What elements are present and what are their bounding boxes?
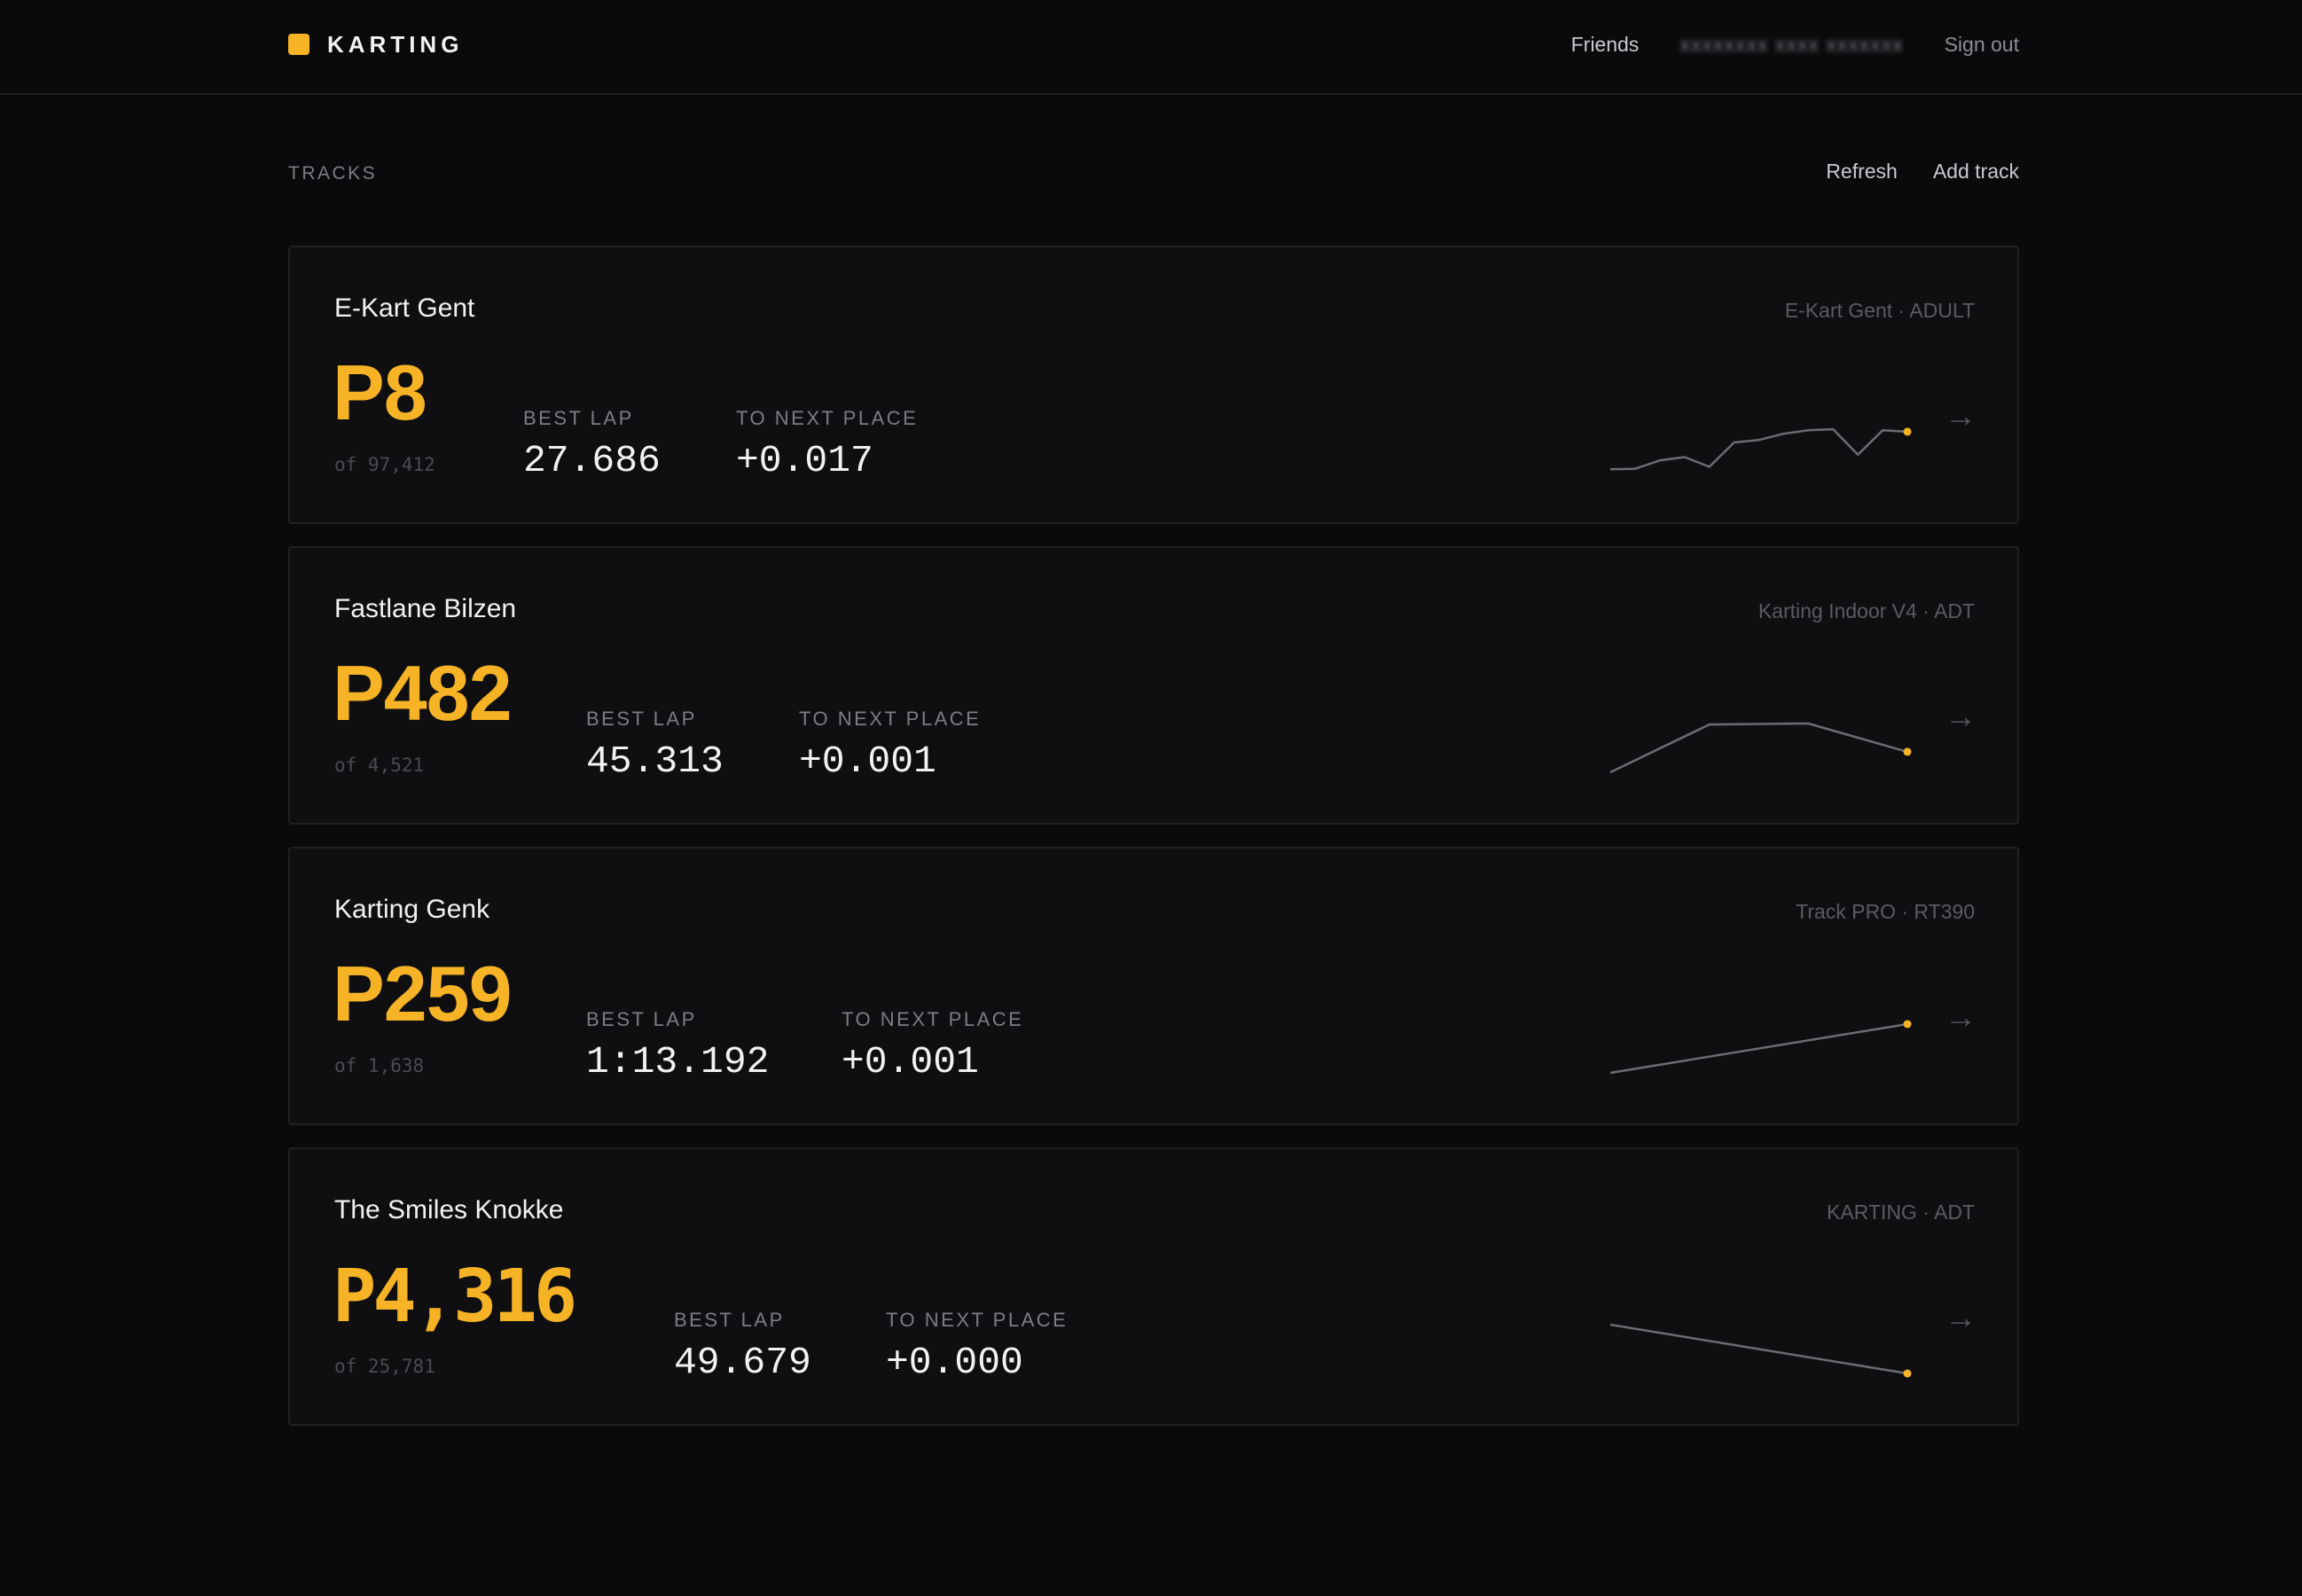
to-next-label: TO NEXT PLACE <box>736 407 919 429</box>
to-next-label: TO NEXT PLACE <box>886 1309 1069 1331</box>
track-name: Karting Genk <box>334 895 490 924</box>
to-next-label: TO NEXT PLACE <box>842 1008 1024 1030</box>
to-next-stat: TO NEXT PLACE +0.000 <box>886 1309 1068 1384</box>
sparkline-line <box>1609 1022 1908 1075</box>
track-card[interactable]: Fastlane Bilzen Karting Indoor V4 · ADT … <box>288 546 2019 825</box>
best-lap-stat: BEST LAP 45.313 <box>586 708 724 783</box>
best-lap-label: BEST LAP <box>586 708 697 730</box>
sparkline-line <box>1609 1323 1908 1375</box>
top-bar: KARTING Friends xxxxxxxx xxxx xxxxxxx Si… <box>0 0 2302 95</box>
arrow-right-icon[interactable]: → <box>1945 698 1977 734</box>
sparkline-latest-point <box>1903 427 1912 436</box>
to-next-value: +0.001 <box>799 739 936 783</box>
best-lap-value: 45.313 <box>586 739 724 783</box>
arrow-right-icon[interactable]: → <box>1945 397 1977 434</box>
friends-link[interactable]: Friends <box>1570 32 1640 56</box>
position-value: P8 <box>333 348 427 436</box>
track-card[interactable]: E-Kart Gent E-Kart Gent · ADULT P8 of 97… <box>288 246 2019 524</box>
to-next-stat: TO NEXT PLACE +0.017 <box>736 407 918 482</box>
kart-class: Karting Indoor V4 · ADT <box>1758 599 1975 622</box>
section-actions: Refresh Add track <box>1826 160 2019 184</box>
best-lap-stat: BEST LAP 49.679 <box>674 1309 811 1384</box>
to-next-value: +0.017 <box>736 439 873 482</box>
track-card[interactable]: Karting Genk Track PRO · RT390 P259 of 1… <box>288 847 2019 1125</box>
total-drivers: of 1,638 <box>334 1055 425 1076</box>
refresh-button[interactable]: Refresh <box>1826 160 1898 183</box>
best-lap-label: BEST LAP <box>523 407 634 429</box>
trend-sparkline <box>1609 427 1912 471</box>
track-card[interactable]: The Smiles Knokke KARTING · ADT P4,316 o… <box>288 1147 2019 1426</box>
best-lap-stat: BEST LAP 1:13.192 <box>586 1008 769 1084</box>
arrow-right-icon[interactable]: → <box>1945 998 1977 1035</box>
to-next-stat: TO NEXT PLACE +0.001 <box>842 1008 1023 1084</box>
track-name: Fastlane Bilzen <box>334 594 517 623</box>
brand[interactable]: KARTING <box>288 30 463 59</box>
total-drivers: of 25,781 <box>334 1356 435 1377</box>
total-drivers: of 4,521 <box>334 755 425 776</box>
to-next-label: TO NEXT PLACE <box>799 708 982 730</box>
username-link[interactable]: xxxxxxxx xxxx xxxxxxx <box>1680 32 1904 56</box>
top-nav: Friends xxxxxxxx xxxx xxxxxxx Sign out <box>1571 30 2019 59</box>
brand-logo-icon <box>288 34 309 55</box>
to-next-value: +0.000 <box>886 1341 1023 1384</box>
best-lap-label: BEST LAP <box>674 1309 785 1331</box>
best-lap-value: 49.679 <box>674 1341 811 1384</box>
sparkline-latest-point <box>1903 747 1912 756</box>
track-name: E-Kart Gent <box>334 293 475 323</box>
to-next-stat: TO NEXT PLACE +0.001 <box>799 708 981 783</box>
to-next-value: +0.001 <box>842 1040 979 1084</box>
kart-class: KARTING · ADT <box>1827 1201 1975 1224</box>
kart-class: Track PRO · RT390 <box>1796 900 1975 923</box>
best-lap-label: BEST LAP <box>586 1008 697 1030</box>
trend-sparkline <box>1609 1323 1912 1378</box>
section-title: TRACKS <box>288 163 378 184</box>
kart-class: E-Kart Gent · ADULT <box>1784 299 1975 322</box>
best-lap-value: 1:13.192 <box>586 1040 770 1084</box>
sparkline-latest-point <box>1903 1020 1912 1029</box>
brand-name: KARTING <box>327 30 464 58</box>
position-value: P4,316 <box>333 1255 577 1339</box>
sign-out-link[interactable]: Sign out <box>1944 32 2019 56</box>
sparkline-latest-point <box>1903 1369 1912 1378</box>
arrow-right-icon[interactable]: → <box>1945 1299 1977 1335</box>
sparkline-line <box>1609 722 1908 774</box>
best-lap-stat: BEST LAP 27.686 <box>523 407 661 482</box>
trend-sparkline <box>1609 1020 1912 1075</box>
sparkline-line <box>1609 427 1908 471</box>
position-value: P482 <box>333 649 513 737</box>
total-drivers: of 97,412 <box>334 454 435 475</box>
add-track-button[interactable]: Add track <box>1932 160 2019 183</box>
tracks-section-header: TRACKS Refresh Add track <box>288 160 2019 188</box>
position-value: P259 <box>333 950 513 1037</box>
track-name: The Smiles Knokke <box>334 1195 564 1224</box>
best-lap-value: 27.686 <box>523 439 661 482</box>
trend-sparkline <box>1609 722 1912 774</box>
